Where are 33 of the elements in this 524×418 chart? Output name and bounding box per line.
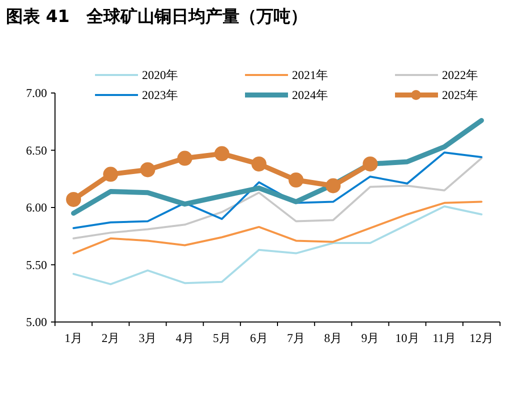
legend-label: 2023年 bbox=[142, 88, 178, 102]
point bbox=[66, 192, 82, 207]
legend-label: 2024年 bbox=[292, 88, 328, 102]
point bbox=[140, 162, 156, 178]
y-tick-label: 6.00 bbox=[26, 200, 47, 214]
y-tick-label: 5.50 bbox=[26, 258, 47, 272]
legend-label: 2025年 bbox=[442, 88, 478, 102]
x-tick-label: 6月 bbox=[250, 331, 268, 345]
x-tick-label: 10月 bbox=[395, 331, 420, 345]
legend-label: 2021年 bbox=[292, 68, 328, 82]
x-tick-label: 4月 bbox=[176, 331, 194, 345]
x-tick-label: 8月 bbox=[324, 331, 342, 345]
x-tick-label: 9月 bbox=[361, 331, 380, 345]
x-tick-label: 11月 bbox=[432, 331, 456, 345]
legend-label: 2020年 bbox=[142, 68, 178, 82]
x-tick-label: 3月 bbox=[138, 331, 157, 345]
y-tick-label: 6.50 bbox=[26, 143, 47, 158]
legend-label: 2022年 bbox=[442, 68, 478, 82]
x-tick-label: 5月 bbox=[212, 331, 231, 345]
point bbox=[214, 146, 230, 162]
y-tick-label: 7.00 bbox=[26, 86, 47, 100]
point bbox=[251, 156, 266, 172]
point bbox=[362, 156, 378, 172]
x-tick-label: 12月 bbox=[469, 331, 494, 345]
point bbox=[103, 166, 118, 182]
x-tick-label: 1月 bbox=[64, 331, 83, 345]
point bbox=[288, 172, 304, 188]
point bbox=[177, 150, 192, 166]
y-tick-label: 5.00 bbox=[26, 315, 47, 329]
point bbox=[326, 178, 341, 194]
chart-title: 图表 41 全球矿山铜日均产量（万吨） bbox=[6, 7, 308, 27]
x-tick-label: 2月 bbox=[102, 331, 120, 345]
x-tick-label: 7月 bbox=[287, 331, 306, 345]
